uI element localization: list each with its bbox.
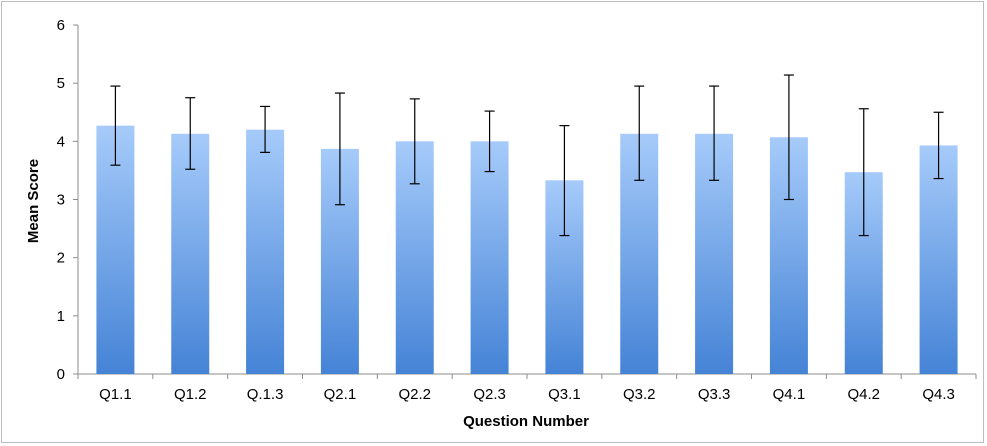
bar	[246, 129, 285, 374]
x-tick-label: Q.1.3	[247, 386, 284, 403]
x-tick-label: Q3.3	[698, 386, 731, 403]
x-tick-label: Q3.2	[623, 386, 656, 403]
x-tick-label: Q3.1	[548, 386, 581, 403]
x-tick-label: Q4.2	[847, 386, 880, 403]
y-tick-label: 2	[57, 250, 65, 267]
x-tick-label: Q2.3	[473, 386, 506, 403]
x-tick-label: Q2.2	[398, 386, 431, 403]
x-tick-label: Q1.2	[174, 386, 207, 403]
y-tick-label: 4	[57, 133, 65, 150]
y-axis-title: Mean Score	[25, 159, 42, 243]
x-axis-title: Question Number	[463, 413, 589, 430]
bar	[470, 141, 509, 374]
bar	[919, 145, 958, 374]
y-tick-label: 3	[57, 192, 65, 209]
y-tick-label: 1	[57, 308, 65, 325]
x-tick-label: Q1.1	[99, 386, 132, 403]
x-tick-label: Q2.1	[324, 386, 357, 403]
y-tick-label: 6	[57, 17, 65, 34]
x-tick-label: Q4.1	[773, 386, 806, 403]
y-tick-label: 5	[57, 75, 65, 92]
y-tick-label: 0	[57, 366, 65, 383]
x-tick-label: Q4.3	[922, 386, 955, 403]
bar	[171, 133, 210, 374]
bar	[96, 125, 135, 375]
